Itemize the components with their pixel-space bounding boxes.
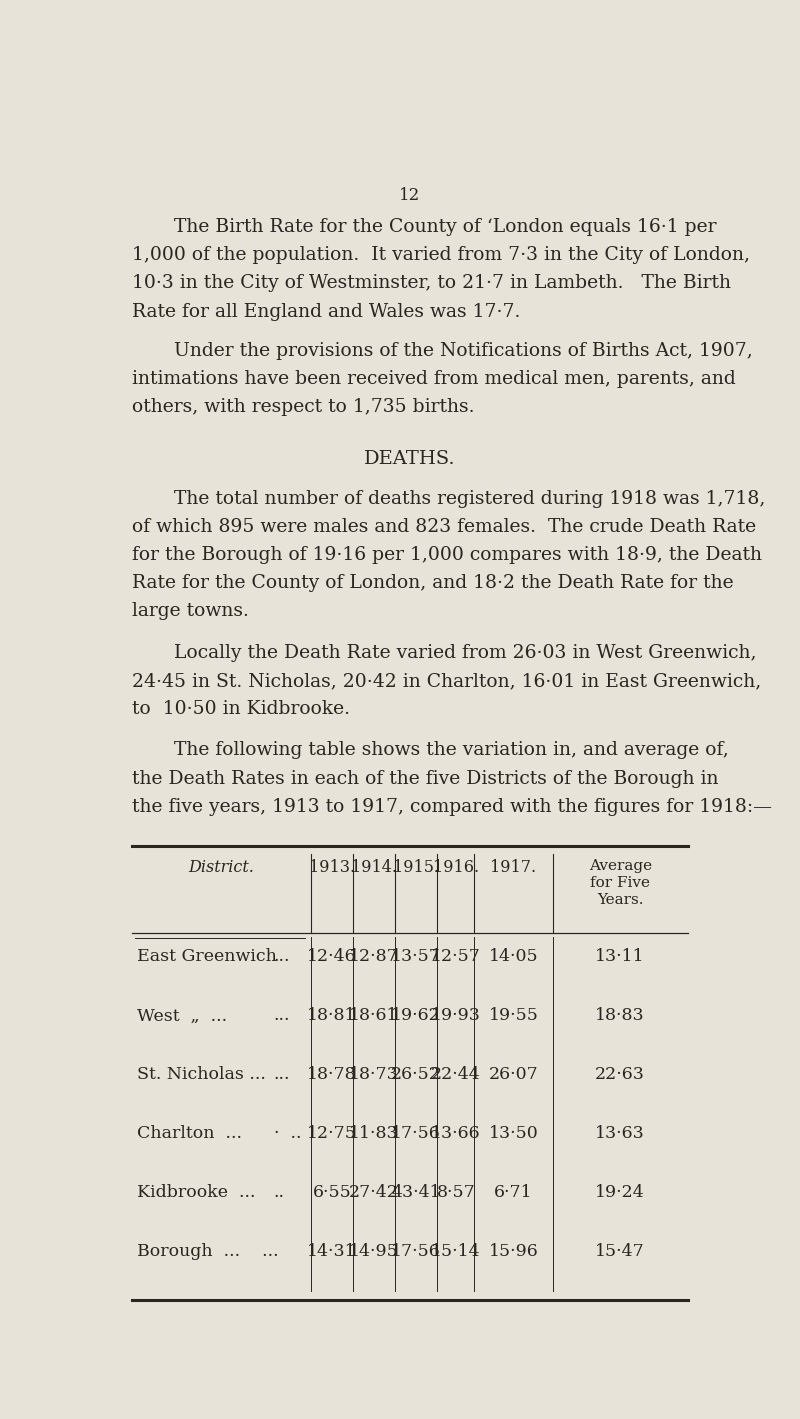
Text: West  „  ...: West „ ... [138, 1007, 227, 1025]
Text: 14·31: 14·31 [307, 1243, 357, 1260]
Text: 6·71: 6·71 [494, 1185, 533, 1202]
Text: 18·78: 18·78 [307, 1066, 357, 1083]
Text: Locally the Death Rate varied from 26·03 in West Greenwich,: Locally the Death Rate varied from 26·03… [150, 644, 756, 661]
Text: 17·56: 17·56 [391, 1125, 441, 1142]
Text: St. Nicholas ...: St. Nicholas ... [138, 1066, 266, 1083]
Text: 43·41: 43·41 [391, 1185, 441, 1202]
Text: 18·61: 18·61 [350, 1007, 398, 1025]
Text: 27·42: 27·42 [349, 1185, 399, 1202]
Text: 1914.: 1914. [351, 858, 397, 876]
Text: ...: ... [274, 948, 290, 965]
Text: the five years, 1913 to 1917, compared with the figures for 1918:—: the five years, 1913 to 1917, compared w… [132, 797, 772, 816]
Text: 22·63: 22·63 [595, 1066, 645, 1083]
Text: Borough  ...    ...: Borough ... ... [138, 1243, 279, 1260]
Text: intimations have been received from medical men, parents, and: intimations have been received from medi… [132, 370, 736, 387]
Text: 1915.: 1915. [393, 858, 439, 876]
Text: 1917.: 1917. [490, 858, 537, 876]
Text: 12·46: 12·46 [307, 948, 357, 965]
Text: DEATHS.: DEATHS. [364, 450, 456, 468]
Text: 13·50: 13·50 [489, 1125, 538, 1142]
Text: 14·05: 14·05 [489, 948, 538, 965]
Text: 26·07: 26·07 [489, 1066, 538, 1083]
Text: large towns.: large towns. [132, 603, 249, 620]
Text: Kidbrooke  ...: Kidbrooke ... [138, 1185, 256, 1202]
Text: 22·44: 22·44 [431, 1066, 481, 1083]
Text: 13·11: 13·11 [595, 948, 645, 965]
Text: 13·63: 13·63 [595, 1125, 645, 1142]
Text: 15·14: 15·14 [431, 1243, 481, 1260]
Text: 15·96: 15·96 [489, 1243, 538, 1260]
Text: 15·47: 15·47 [595, 1243, 645, 1260]
Text: Average
for Five
Years.: Average for Five Years. [589, 858, 652, 907]
Text: District.: District. [189, 858, 254, 876]
Text: the Death Rates in each of the five Districts of the Borough in: the Death Rates in each of the five Dist… [132, 769, 718, 788]
Text: 12·87: 12·87 [349, 948, 399, 965]
Text: 24·45 in St. Nicholas, 20·42 in Charlton, 16·01 in East Greenwich,: 24·45 in St. Nicholas, 20·42 in Charlton… [132, 673, 762, 690]
Text: 19·24: 19·24 [595, 1185, 645, 1202]
Text: 17·56: 17·56 [391, 1243, 441, 1260]
Text: 19·93: 19·93 [431, 1007, 481, 1025]
Text: 18·73: 18·73 [349, 1066, 399, 1083]
Text: Rate for the County of London, and 18·2 the Death Rate for the: Rate for the County of London, and 18·2 … [132, 575, 734, 592]
Text: others, with respect to 1,735 births.: others, with respect to 1,735 births. [132, 399, 474, 416]
Text: ·  ..: · .. [274, 1125, 301, 1142]
Text: 14·95: 14·95 [349, 1243, 399, 1260]
Text: of which 895 were males and 823 females.  The crude Death Rate: of which 895 were males and 823 females.… [132, 518, 756, 536]
Text: to  10·50 in Kidbrooke.: to 10·50 in Kidbrooke. [132, 700, 350, 718]
Text: 18·83: 18·83 [595, 1007, 645, 1025]
Text: 12·57: 12·57 [431, 948, 481, 965]
Text: Under the provisions of the Notifications of Births Act, 1907,: Under the provisions of the Notification… [150, 342, 752, 359]
Text: 1916.: 1916. [433, 858, 479, 876]
Text: 12·75: 12·75 [307, 1125, 357, 1142]
Text: 11·83: 11·83 [350, 1125, 399, 1142]
Text: ..: .. [274, 1185, 285, 1202]
Text: 1913.: 1913. [309, 858, 355, 876]
Text: The Birth Rate for the County of ‘London equals 16·1 per: The Birth Rate for the County of ‘London… [150, 219, 716, 236]
Text: ...: ... [274, 1066, 290, 1083]
Text: 13·57: 13·57 [391, 948, 441, 965]
Text: 26·52: 26·52 [391, 1066, 441, 1083]
Text: The total number of deaths registered during 1918 was 1,718,: The total number of deaths registered du… [150, 490, 765, 508]
Text: 10·3 in the City of Westminster, to 21·7 in Lambeth.   The Birth: 10·3 in the City of Westminster, to 21·7… [132, 274, 731, 292]
Text: ...: ... [274, 1007, 290, 1025]
Text: 19·62: 19·62 [391, 1007, 441, 1025]
Text: Rate for all England and Wales was 17·7.: Rate for all England and Wales was 17·7. [132, 302, 521, 321]
Text: 1,000 of the population.  It varied from 7·3 in the City of London,: 1,000 of the population. It varied from … [132, 247, 750, 264]
Text: East Greenwich: East Greenwich [138, 948, 277, 965]
Text: 18·81: 18·81 [307, 1007, 357, 1025]
Text: 19·55: 19·55 [489, 1007, 538, 1025]
Text: The following table shows the variation in, and average of,: The following table shows the variation … [150, 741, 728, 759]
Text: 6·55: 6·55 [313, 1185, 351, 1202]
Text: 12: 12 [399, 187, 421, 204]
Text: 13·66: 13·66 [431, 1125, 481, 1142]
Text: for the Borough of 19·16 per 1,000 compares with 18·9, the Death: for the Borough of 19·16 per 1,000 compa… [132, 546, 762, 563]
Text: Charlton  ...: Charlton ... [138, 1125, 242, 1142]
Text: 8·57: 8·57 [437, 1185, 475, 1202]
